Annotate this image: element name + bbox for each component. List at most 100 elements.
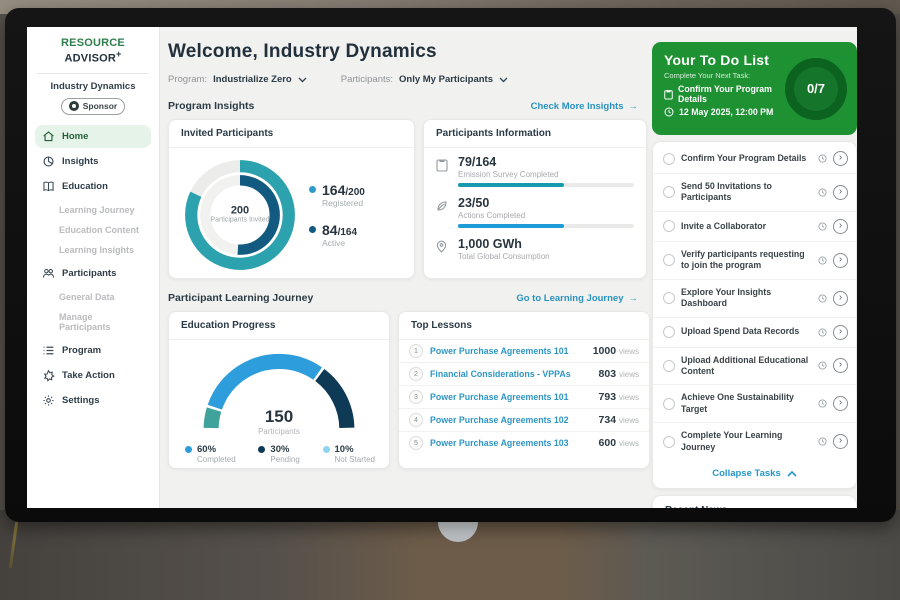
donut-center-label: Participants Invited (210, 216, 270, 224)
task-checkbox[interactable] (663, 359, 675, 372)
sidebar-item-general-data[interactable]: General Data (59, 291, 115, 302)
participants-filter[interactable]: Participants: Only My Participants (341, 74, 508, 85)
section-title: Participant Learning Journey (168, 292, 314, 304)
info-row-actions: 23/50 Actions Completed (424, 189, 646, 230)
program-filter-label: Program: (168, 74, 208, 85)
lesson-link[interactable]: Power Purchase Agreements 101 (430, 346, 569, 356)
task-row[interactable]: Achieve One Sustainability Target › (653, 385, 856, 424)
task-label: Send 50 Invitations to Participants (681, 181, 772, 203)
sidebar-item-settings[interactable]: Settings (35, 389, 151, 412)
task-checkbox[interactable] (663, 220, 675, 233)
task-go-button[interactable]: › (833, 151, 848, 166)
program-filter-value: Industrialize Zero (213, 74, 292, 85)
todo-subtitle: Complete Your Next Task: (664, 71, 751, 80)
logo-plus: + (116, 49, 122, 59)
leaf-icon (437, 201, 447, 211)
insights-cards-row: Invited Participants (168, 119, 652, 279)
card-title: Education Progress (169, 312, 389, 340)
clock-icon (818, 188, 827, 197)
lesson-link[interactable]: Power Purchase Agreements 102 (430, 415, 569, 425)
task-row[interactable]: Complete Your Learning Journey › (653, 423, 856, 460)
todo-due: 12 May 2025, 12:00 PM (664, 107, 785, 117)
sidebar-item-label: Education (62, 180, 108, 192)
info-value: 1,000 GWh (458, 237, 522, 251)
go-to-learning-journey-link[interactable]: Go to Learning Journey → (516, 293, 638, 304)
link-label: Go to Learning Journey (516, 292, 624, 304)
logo-text-secondary: ADVISOR (64, 52, 117, 65)
task-row[interactable]: Explore Your Insights Dashboard › (653, 280, 856, 318)
sponsor-badge[interactable]: Sponsor (61, 97, 125, 115)
legend-label: Completed (197, 455, 236, 464)
registered-value: 164 (322, 182, 346, 198)
sidebar-item-participants[interactable]: Participants (35, 262, 151, 285)
sidebar-item-manage-participants[interactable]: Manage Participants (59, 311, 111, 332)
task-row[interactable]: Upload Spend Data Records › (653, 318, 856, 348)
task-go-button[interactable]: › (833, 434, 848, 450)
task-go-button[interactable]: › (833, 396, 848, 412)
task-checkbox[interactable] (663, 186, 675, 199)
sidebar-item-label: Participants (62, 267, 117, 279)
chevron-right-icon: › (838, 397, 843, 409)
lesson-row: 3 Power Purchase Agreements 101 793 view… (399, 386, 649, 409)
sidebar-item-program[interactable]: Program (35, 339, 151, 362)
task-checkbox[interactable] (663, 254, 675, 267)
lesson-link[interactable]: Power Purchase Agreements 101 (430, 392, 569, 402)
task-checkbox[interactable] (663, 152, 675, 165)
arrow-right-icon: → (628, 292, 639, 304)
task-row[interactable]: Send 50 Invitations to Participants › (653, 174, 856, 212)
chevron-right-icon: › (838, 435, 843, 447)
task-label: Invite a Collaborator (681, 220, 767, 231)
todo-task-list: Confirm Your Program Details › Send 50 I… (652, 141, 857, 490)
task-checkbox[interactable] (663, 292, 675, 305)
sidebar-item-take-action[interactable]: Take Action (35, 364, 151, 387)
program-insights-header: Program Insights Check More Insights → (168, 100, 638, 112)
registered-total: /200 (345, 187, 365, 198)
task-go-button[interactable]: › (833, 358, 848, 374)
lesson-views-value: 600 (598, 437, 617, 449)
list-icon (43, 346, 54, 354)
task-go-button[interactable]: › (833, 324, 848, 340)
sidebar-item-learning-journey[interactable]: Learning Journey (59, 204, 135, 215)
task-checkbox[interactable] (663, 435, 675, 448)
sidebar-item-insights[interactable]: Insights (35, 150, 151, 173)
chevron-down-icon[interactable] (298, 77, 307, 83)
donut-ring-active (200, 175, 280, 255)
task-row[interactable]: Upload Additional Educational Content › (653, 348, 856, 386)
sidebar-item-education[interactable]: Education (35, 175, 151, 198)
chevron-down-icon[interactable] (499, 77, 508, 83)
chevron-right-icon: › (838, 253, 843, 265)
task-go-button[interactable]: › (833, 252, 848, 268)
arrow-right-icon: → (628, 100, 639, 112)
invited-participants-donut: 200 Participants Invited (179, 154, 301, 276)
lesson-link[interactable]: Power Purchase Agreements 103 (430, 438, 569, 448)
sidebar-item-home[interactable]: Home (35, 124, 151, 148)
task-row[interactable]: Invite a Collaborator › (653, 212, 856, 242)
sidebar-item-learning-insights[interactable]: Learning Insights (59, 244, 135, 255)
info-row-emission: 79/164 Emission Survey Completed (424, 148, 646, 189)
task-go-button[interactable]: › (833, 184, 848, 200)
task-go-button[interactable]: › (833, 218, 848, 234)
lesson-rank: 2 (409, 367, 423, 381)
link-label: Check More Insights (530, 100, 624, 112)
info-value: 79/164 (458, 155, 497, 169)
clipboard-icon (664, 89, 673, 99)
lesson-link[interactable]: Financial Considerations - VPPAs (430, 369, 571, 379)
task-checkbox[interactable] (663, 326, 675, 339)
task-row[interactable]: Confirm Your Program Details › (653, 144, 856, 174)
clock-icon (818, 256, 827, 265)
progress-fill (458, 224, 564, 228)
task-row[interactable]: Verify participants requesting to join t… (653, 242, 856, 280)
main-content: Welcome, Industry Dynamics Program: Indu… (160, 27, 652, 508)
task-checkbox[interactable] (663, 397, 675, 410)
check-more-insights-link[interactable]: Check More Insights → (531, 101, 638, 112)
chevron-right-icon: › (838, 325, 843, 337)
sidebar-item-education-content[interactable]: Education Content (59, 224, 139, 235)
lesson-views-word: views (618, 416, 639, 425)
registered-dot (309, 186, 316, 193)
lesson-views-value: 793 (598, 391, 617, 403)
collapse-tasks-link[interactable]: Collapse Tasks (653, 460, 856, 486)
task-go-button[interactable]: › (833, 290, 848, 306)
task-label: Achieve One Sustainability Target (681, 392, 794, 414)
info-label: Emission Survey Completed (458, 170, 559, 179)
program-filter[interactable]: Program: Industrialize Zero (168, 74, 307, 85)
